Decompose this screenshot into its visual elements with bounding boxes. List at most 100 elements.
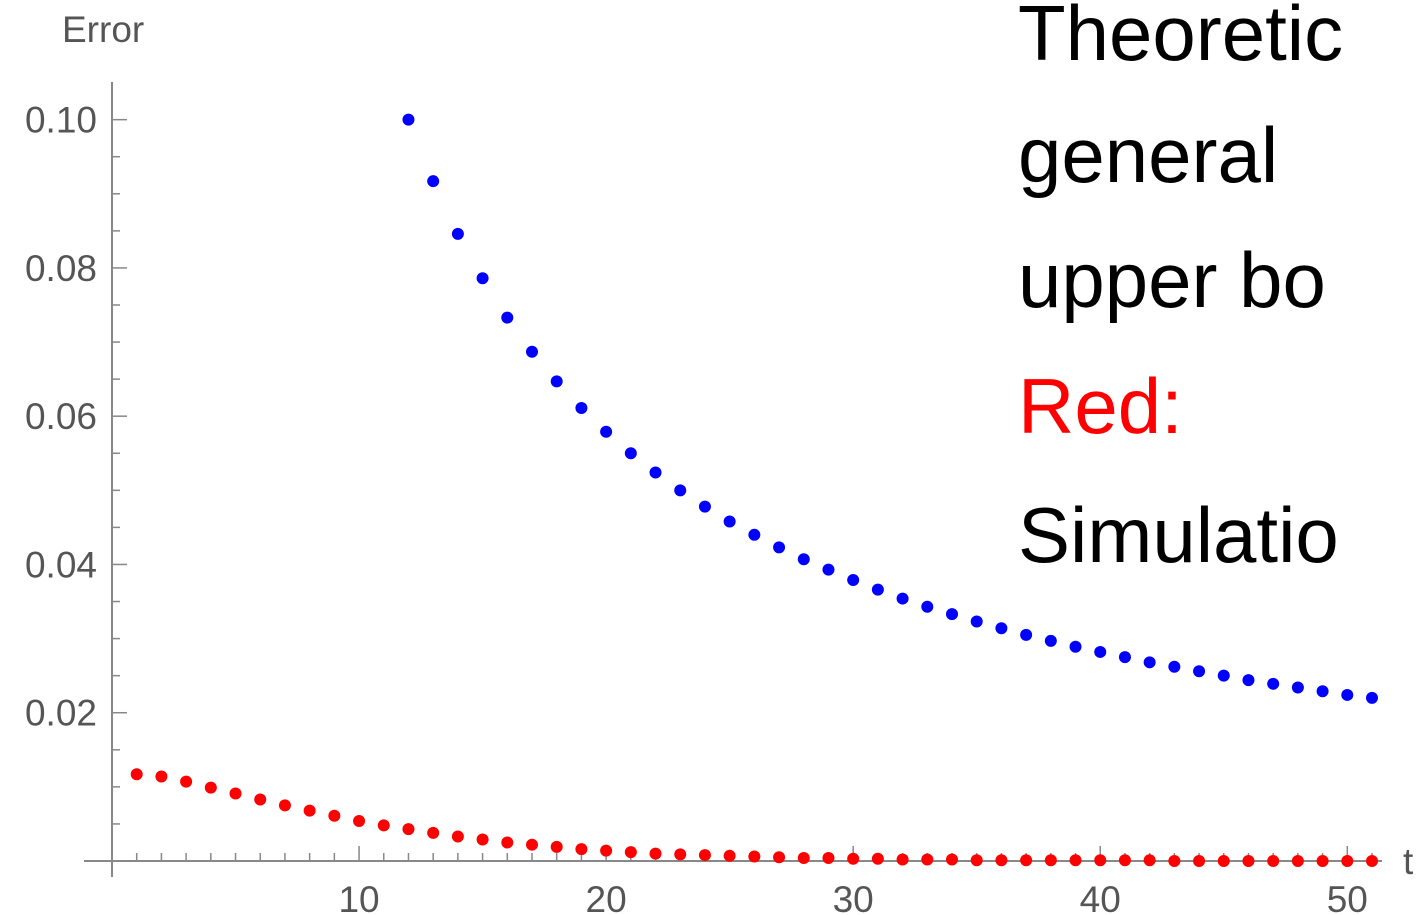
x-tick-label: 10 (338, 879, 379, 915)
data-point (1291, 681, 1304, 694)
data-point (871, 852, 884, 865)
data-point (427, 175, 440, 188)
data-point (1366, 855, 1378, 867)
data-point (1267, 855, 1280, 867)
x-tick-label: 30 (833, 879, 874, 915)
data-point (1316, 855, 1329, 867)
data-point (748, 850, 761, 863)
data-point (303, 804, 316, 817)
data-point (526, 345, 538, 358)
data-point (698, 500, 711, 513)
data-point (402, 113, 415, 126)
y-tick-label: 0.02 (25, 693, 97, 734)
data-point (1217, 855, 1230, 867)
data-point (970, 615, 983, 628)
y-axis-label: Error (62, 9, 144, 50)
data-point (1118, 651, 1131, 664)
data-point (600, 425, 613, 438)
data-point (896, 853, 909, 866)
data-point (501, 836, 514, 849)
data-point (1366, 691, 1378, 704)
annotation-line-1: Theoretic (1018, 0, 1344, 77)
data-point (624, 846, 637, 859)
chart-axes (84, 82, 1382, 877)
data-point (995, 622, 1008, 635)
chart-series (130, 113, 1378, 867)
data-point (550, 840, 563, 853)
data-point (723, 515, 736, 528)
data-point (402, 823, 415, 836)
y-tick-label: 0.08 (25, 248, 97, 289)
data-point (822, 563, 835, 576)
x-tick-label: 40 (1080, 879, 1121, 915)
data-point (1267, 677, 1280, 690)
data-point (921, 600, 934, 613)
data-point (1044, 634, 1057, 647)
data-point (278, 799, 291, 812)
data-point (1242, 674, 1255, 687)
data-point (1118, 854, 1131, 867)
data-point (822, 852, 835, 865)
data-point (847, 852, 860, 865)
data-point (649, 847, 662, 860)
data-point (1316, 685, 1329, 698)
x-axis-label: t (1403, 841, 1414, 882)
data-point (451, 227, 464, 240)
data-point (476, 833, 489, 846)
data-point (1094, 645, 1107, 658)
data-point (229, 787, 242, 800)
annotation-line-3: upper bo (1018, 236, 1326, 324)
data-point (476, 272, 489, 285)
data-point (1217, 669, 1230, 682)
data-point (501, 311, 514, 324)
data-point (1168, 660, 1181, 673)
data-point (748, 528, 761, 541)
data-point (377, 819, 390, 832)
data-point (427, 826, 440, 839)
data-point (353, 814, 366, 827)
data-point (600, 844, 613, 857)
data-point (698, 849, 711, 862)
data-point (526, 838, 538, 851)
data-point (946, 608, 958, 621)
data-point (946, 853, 958, 866)
y-tick-label: 0.04 (25, 544, 97, 585)
data-point (797, 553, 810, 566)
data-point (1291, 855, 1304, 867)
data-point (797, 852, 810, 865)
data-point (1094, 854, 1107, 867)
y-tick-label: 0.10 (25, 100, 97, 141)
data-point (1341, 855, 1354, 867)
data-point (624, 447, 637, 460)
data-point (155, 770, 168, 783)
data-point (575, 843, 588, 856)
data-point (871, 583, 884, 596)
data-point (847, 574, 860, 587)
data-point (328, 809, 341, 822)
data-point (1242, 855, 1255, 867)
data-point (1069, 640, 1082, 653)
data-point (773, 851, 786, 864)
data-point (550, 375, 563, 388)
data-point (451, 830, 464, 843)
data-point (130, 768, 143, 781)
annotation-line-5: Simulatio (1018, 491, 1339, 579)
annotation-line-4: Red: (1018, 362, 1183, 450)
data-point (1069, 854, 1082, 867)
chart-tick-labels: 10 20 30 40 50 0.02 0.04 0.06 0.08 0.10 (25, 100, 1368, 915)
data-point (896, 592, 909, 605)
x-tick-label: 20 (586, 879, 627, 915)
data-point (1044, 854, 1057, 867)
data-point (970, 854, 983, 867)
data-point (1020, 854, 1033, 867)
data-point (773, 541, 786, 554)
data-point (995, 854, 1008, 867)
data-point (254, 793, 267, 806)
data-point (1168, 855, 1181, 867)
data-point (674, 848, 687, 861)
series-red (130, 768, 1378, 867)
data-point (723, 849, 736, 862)
data-point (921, 853, 934, 866)
annotation-line-2: general (1018, 111, 1279, 199)
